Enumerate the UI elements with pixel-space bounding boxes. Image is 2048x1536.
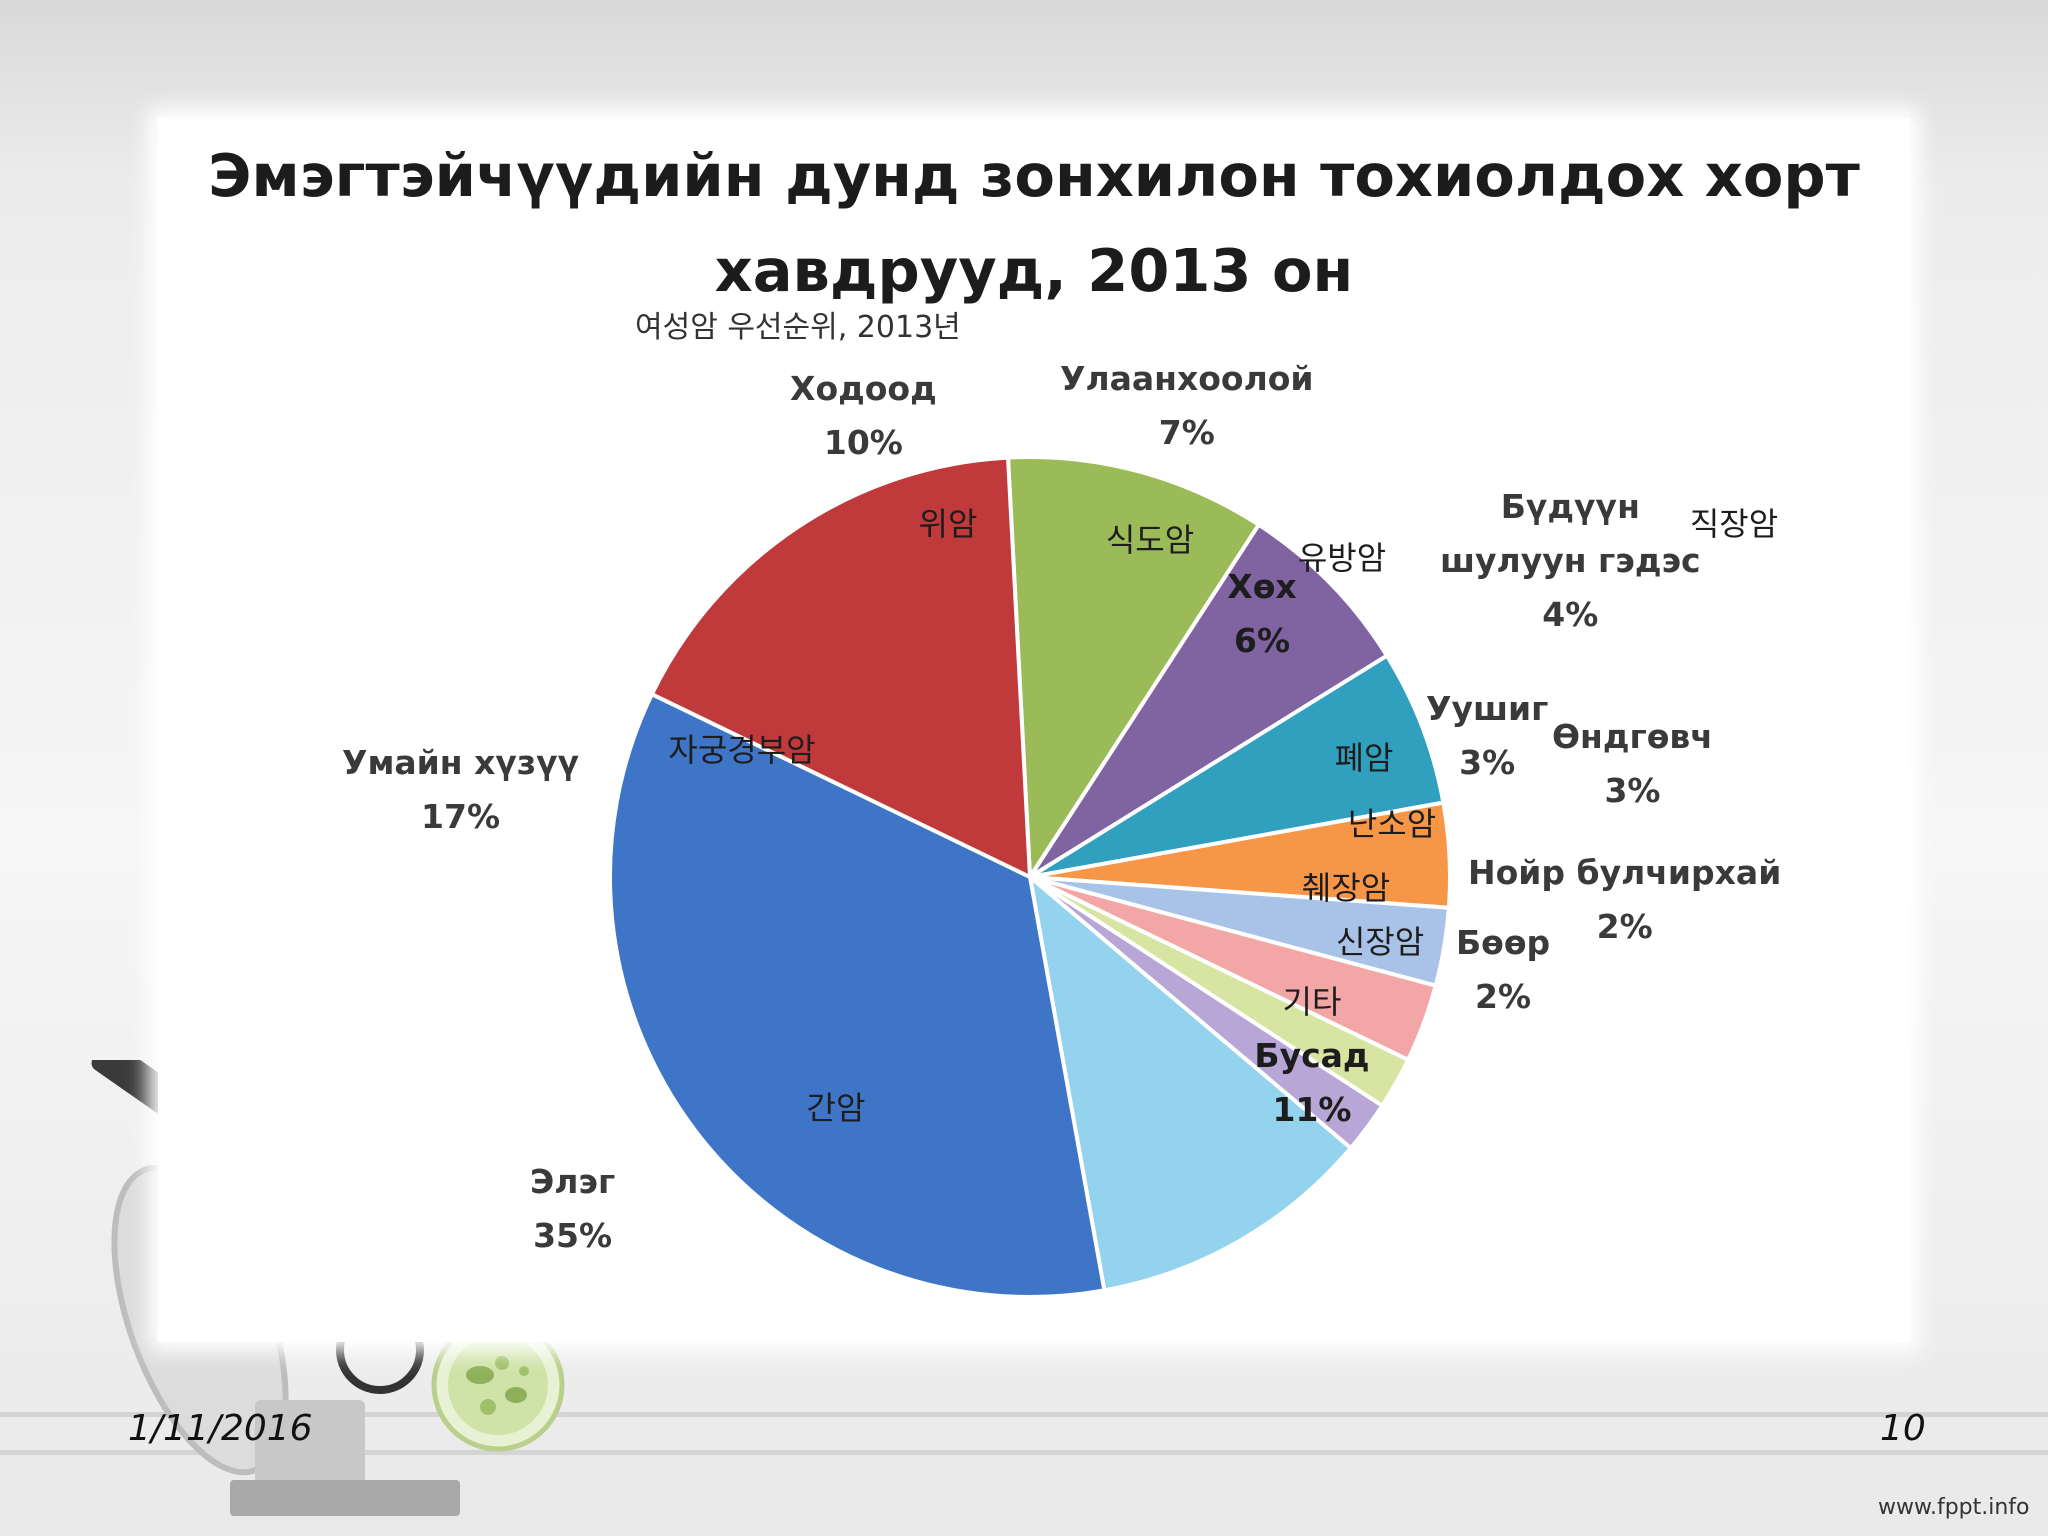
label-kidney: Бөөр 2% [1456, 916, 1550, 1024]
label-pancreas-name: Нойр булчирхай [1468, 853, 1782, 892]
pie-slice-stomach [1005, 455, 1262, 884]
korean-liver: 간암 [806, 1089, 866, 1127]
label-lung-pct: 3% [1459, 743, 1516, 782]
label-liver-pct: 35% [533, 1216, 613, 1255]
korean-breast: 유방암 [1297, 539, 1387, 577]
label-lung: Уушиг 3% [1426, 682, 1548, 790]
label-colorectal-name-2: шулуун гэдэс [1440, 541, 1701, 580]
label-colorectal-pct: 4% [1542, 595, 1599, 634]
breast-inside-pct: 6% [1233, 621, 1291, 660]
label-lung-name: Уушиг [1426, 689, 1549, 728]
label-colorectal-name-1: Бүдүүн [1500, 487, 1640, 526]
label-stomach-name: Ходоод [790, 369, 937, 408]
other-inside-pct: 11% [1272, 1090, 1352, 1129]
korean-stomach: 위암 [918, 505, 978, 543]
label-esophagus: Улаанхоолой 7% [1060, 352, 1314, 460]
korean-colorectal: 직장암 [1689, 505, 1779, 543]
korean-lung: 폐암 [1334, 739, 1394, 777]
label-esophagus-pct: 7% [1158, 413, 1215, 452]
label-cervix: Умайн хүзүү 17% [342, 736, 579, 844]
pie-slice-esophagus [1028, 521, 1390, 879]
page-number: 10 [1880, 1408, 1926, 1449]
label-colorectal: Бүдүүн шулуун гэдэс 4% [1440, 480, 1701, 642]
label-ovary-pct: 3% [1604, 771, 1661, 810]
pie-slice-breast [1028, 652, 1446, 879]
label-esophagus-name: Улаанхоолой [1060, 359, 1314, 398]
other-inside-label: 기타 Бусад 11% [1254, 975, 1369, 1137]
korean-cervix: 자궁경부암 [668, 731, 816, 769]
brand-link[interactable]: www.fppt.info [1878, 1495, 2030, 1520]
label-ovary-name: Өндгөвч [1552, 717, 1713, 756]
breast-inside-name: Хөх [1227, 567, 1297, 606]
korean-ovary: 난소암 [1347, 805, 1437, 843]
korean-esophagus: 식도암 [1105, 521, 1195, 559]
breast-inside-label: Хөх 6% [1227, 560, 1296, 668]
pie-slice-cervix [649, 455, 1033, 881]
chart-subtitle: 여성암 우선순위, 2013년 [635, 310, 961, 345]
korean-other: 기타 [1282, 983, 1342, 1021]
label-cervix-name: Умайн хүзүү [342, 743, 580, 782]
footer-line-1 [0, 1412, 2048, 1417]
label-stomach-pct: 10% [823, 423, 903, 462]
label-pancreas: Нойр булчирхай 2% [1468, 846, 1781, 954]
label-kidney-name: Бөөр [1456, 923, 1551, 962]
footer-line-2 [0, 1450, 2048, 1455]
footer-date: 1/11/2016 [128, 1408, 313, 1449]
pie-slice-other [1027, 871, 1354, 1293]
label-ovary: Өндгөвч 3% [1552, 710, 1713, 818]
korean-kidney: 신장암 [1335, 923, 1425, 961]
korean-pancreas: 췌장암 [1301, 869, 1391, 907]
label-kidney-pct: 2% [1475, 977, 1532, 1016]
pie-slice-liver [608, 691, 1107, 1299]
label-liver: Элэг 35% [530, 1155, 615, 1263]
label-cervix-pct: 17% [421, 797, 501, 836]
label-pancreas-pct: 2% [1596, 907, 1653, 946]
label-liver-name: Элэг [530, 1162, 616, 1201]
other-inside-name: Бусад [1254, 1036, 1370, 1075]
label-stomach: Ходоод 10% [790, 362, 937, 470]
chart-title: Эмэгтэйчүүдийн дунд зонхилон тохиолдох х… [208, 141, 1860, 305]
